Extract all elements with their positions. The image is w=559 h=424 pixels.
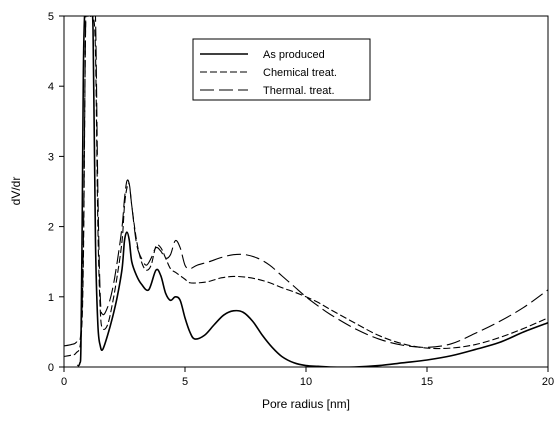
y-tick-label: 4 bbox=[48, 81, 54, 93]
legend-label: Thermal. treat. bbox=[263, 85, 335, 97]
x-axis-label: Pore radius [nm] bbox=[262, 397, 350, 411]
legend-label: Chemical treat. bbox=[263, 67, 337, 79]
y-tick-label: 1 bbox=[48, 292, 54, 304]
legend: As produced Chemical treat. Thermal. treat… bbox=[192, 38, 371, 101]
y-tick-label: 0 bbox=[48, 362, 54, 374]
y-axis-label: dV/dr bbox=[9, 177, 23, 206]
tick-labels: 0 5 10 15 20 0 1 2 3 4 5 bbox=[48, 11, 554, 388]
y-tick-label: 3 bbox=[48, 151, 54, 163]
series-line-3 bbox=[64, 16, 548, 348]
x-tick-label: 20 bbox=[542, 376, 554, 388]
y-tick-label: 5 bbox=[48, 11, 54, 23]
x-tick-label: 10 bbox=[300, 376, 312, 388]
legend-label: As produced bbox=[263, 49, 325, 61]
y-tick-label: 2 bbox=[48, 222, 54, 234]
x-tick-label: 0 bbox=[61, 376, 67, 388]
x-tick-label: 5 bbox=[182, 376, 188, 388]
x-tick-label: 15 bbox=[421, 376, 433, 388]
axes bbox=[59, 15, 549, 372]
